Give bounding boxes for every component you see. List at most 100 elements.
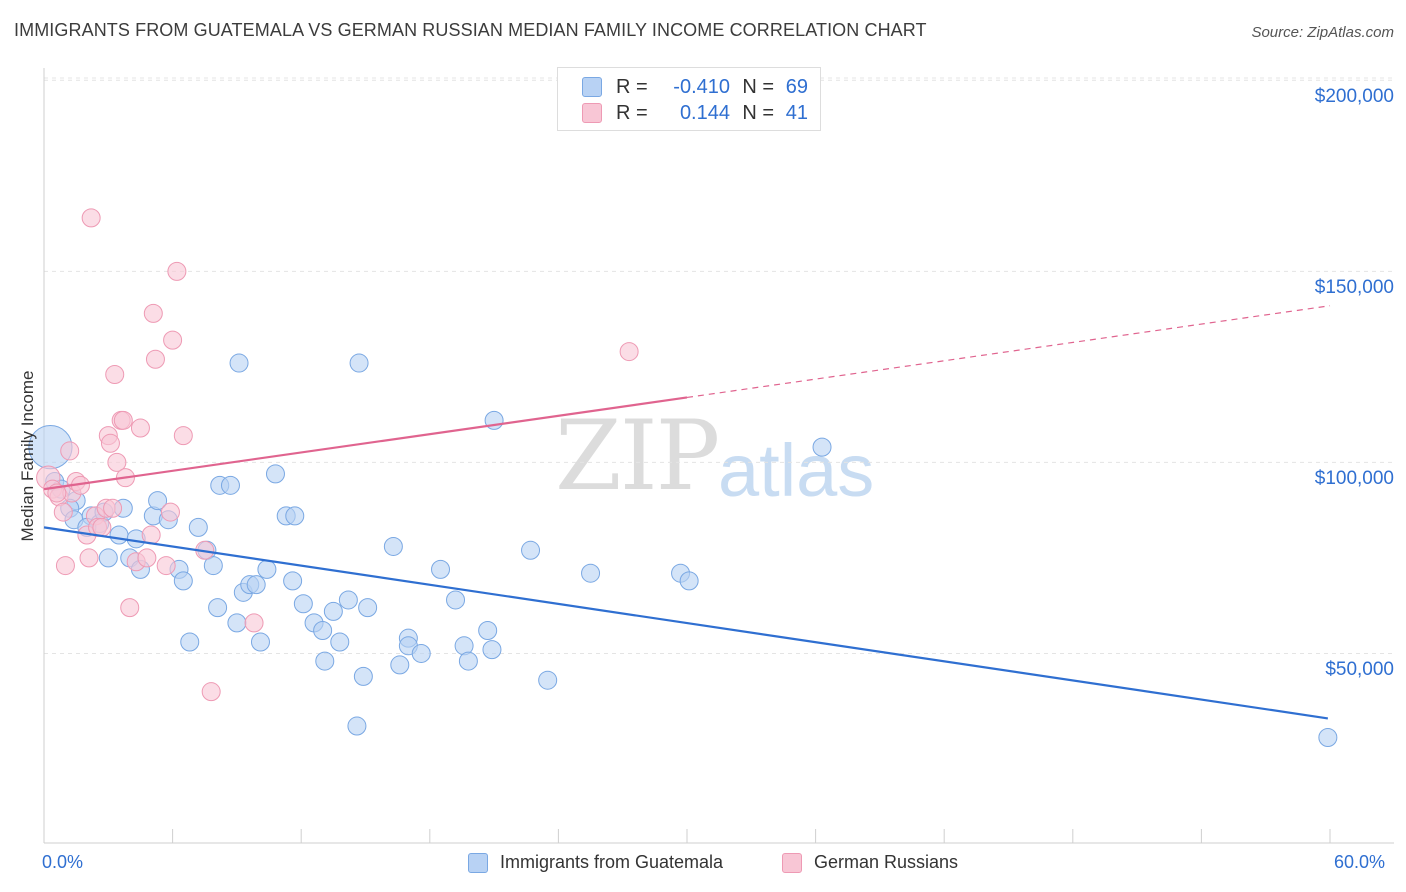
data-point-german-russians [100, 433, 120, 453]
pink-swatch [582, 103, 602, 123]
data-point-guatemala [383, 536, 403, 556]
data-point-guatemala [229, 353, 249, 373]
data-point-guatemala [283, 571, 303, 591]
data-point-german-russians [173, 426, 193, 446]
trendline-german-russians [43, 396, 688, 491]
data-point-guatemala [521, 540, 541, 560]
data-point-german-russians [55, 556, 75, 576]
legend-item-german-russians[interactable]: German Russians [782, 852, 958, 873]
data-point-german-russians [156, 556, 176, 576]
data-point-guatemala [315, 651, 335, 671]
data-point-guatemala [265, 464, 285, 484]
data-point-german-russians [167, 261, 187, 281]
blue-swatch [582, 77, 602, 97]
stats-row-guatemala: R = -0.410 N = 69 [582, 75, 808, 99]
data-point-german-russians [53, 502, 73, 522]
data-point-german-russians [120, 598, 140, 618]
data-point-guatemala [257, 559, 277, 579]
data-point-german-russians [92, 517, 112, 537]
r-label: R = [616, 101, 648, 124]
legend-item-guatemala[interactable]: Immigrants from Guatemala [468, 852, 723, 873]
trendline-german-russians-dashed [686, 305, 1331, 399]
data-point-guatemala [338, 590, 358, 610]
data-point-guatemala [313, 621, 333, 641]
data-point-guatemala [98, 548, 118, 568]
data-point-german-russians [145, 349, 165, 369]
y-tick-label-200k: $200,000 [1314, 86, 1394, 107]
data-point-guatemala [203, 556, 223, 576]
data-point-guatemala [431, 559, 451, 579]
n-label: N = [742, 75, 774, 98]
n-value: 41 [785, 101, 808, 124]
data-point-german-russians [619, 342, 639, 362]
pink-swatch [782, 852, 802, 873]
data-point-guatemala [538, 670, 558, 690]
series-legend: Immigrants from Guatemala German Russian… [0, 852, 1406, 878]
data-point-guatemala [173, 571, 193, 591]
source-credit: Source: ZipAtlas.com [1251, 24, 1394, 41]
y-axis-label: Median Family Income [18, 370, 37, 542]
data-point-guatemala [812, 437, 832, 457]
stats-legend: R = -0.410 N = 69 R = 0.144 N = 41 [557, 67, 821, 131]
data-point-guatemala [180, 632, 200, 652]
data-point-german-russians [60, 441, 80, 461]
data-point-guatemala [478, 621, 498, 641]
data-point-guatemala [347, 716, 367, 736]
x-tick-label-max: 60.0% [1334, 852, 1386, 872]
r-value: 0.144 [679, 101, 730, 124]
data-point-guatemala [482, 640, 502, 660]
data-point-guatemala [581, 563, 601, 583]
data-point-guatemala [349, 353, 369, 373]
r-value: -0.410 [673, 75, 730, 98]
n-value: 69 [785, 75, 808, 98]
data-point-guatemala [411, 643, 431, 663]
data-point-guatemala [323, 601, 343, 621]
data-point-guatemala [446, 590, 466, 610]
data-point-guatemala [458, 651, 478, 671]
data-point-german-russians [130, 418, 150, 438]
data-point-guatemala [285, 506, 305, 526]
data-point-guatemala [250, 632, 270, 652]
r-label: R = [616, 75, 648, 98]
data-point-guatemala [227, 613, 247, 633]
y-tick-label-100k: $100,000 [1314, 468, 1394, 489]
data-point-guatemala [109, 525, 129, 545]
data-point-german-russians [81, 208, 101, 228]
data-point-guatemala [390, 655, 410, 675]
data-point-guatemala [293, 594, 313, 614]
data-point-guatemala [330, 632, 350, 652]
data-point-german-russians [163, 330, 183, 350]
data-point-guatemala [353, 666, 373, 686]
x-tick-label-min: 0.0% [42, 852, 84, 872]
data-point-guatemala [220, 475, 240, 495]
data-point-german-russians [137, 548, 157, 568]
data-point-guatemala [148, 491, 168, 511]
data-point-german-russians [201, 682, 221, 702]
data-point-guatemala [679, 571, 699, 591]
legend-label-german-russians: German Russians [814, 852, 959, 872]
chart-title: IMMIGRANTS FROM GUATEMALA VS GERMAN RUSS… [14, 20, 927, 40]
legend-label-guatemala: Immigrants from Guatemala [500, 852, 724, 872]
stats-row-german-russians: R = 0.144 N = 41 [582, 101, 808, 125]
data-point-german-russians [244, 613, 264, 633]
data-point-guatemala [246, 575, 266, 595]
data-point-guatemala [208, 598, 228, 618]
watermark-atlas: atlas [718, 429, 875, 512]
blue-swatch [468, 852, 488, 873]
data-point-german-russians [105, 365, 125, 385]
watermark-zip: ZIP [555, 400, 720, 512]
n-label: N = [742, 101, 774, 124]
data-point-guatemala [188, 517, 208, 537]
data-point-german-russians [79, 548, 99, 568]
data-point-german-russians [103, 498, 123, 518]
data-point-german-russians [113, 410, 133, 430]
y-tick-label-150k: $150,000 [1314, 277, 1394, 298]
data-point-guatemala [358, 598, 378, 618]
trendline-guatemala [43, 526, 1329, 720]
data-point-guatemala [1318, 728, 1338, 748]
y-tick-label-50k: $50,000 [1325, 659, 1394, 680]
data-point-german-russians [143, 303, 163, 323]
data-point-german-russians [107, 452, 127, 472]
data-point-german-russians [160, 502, 180, 522]
